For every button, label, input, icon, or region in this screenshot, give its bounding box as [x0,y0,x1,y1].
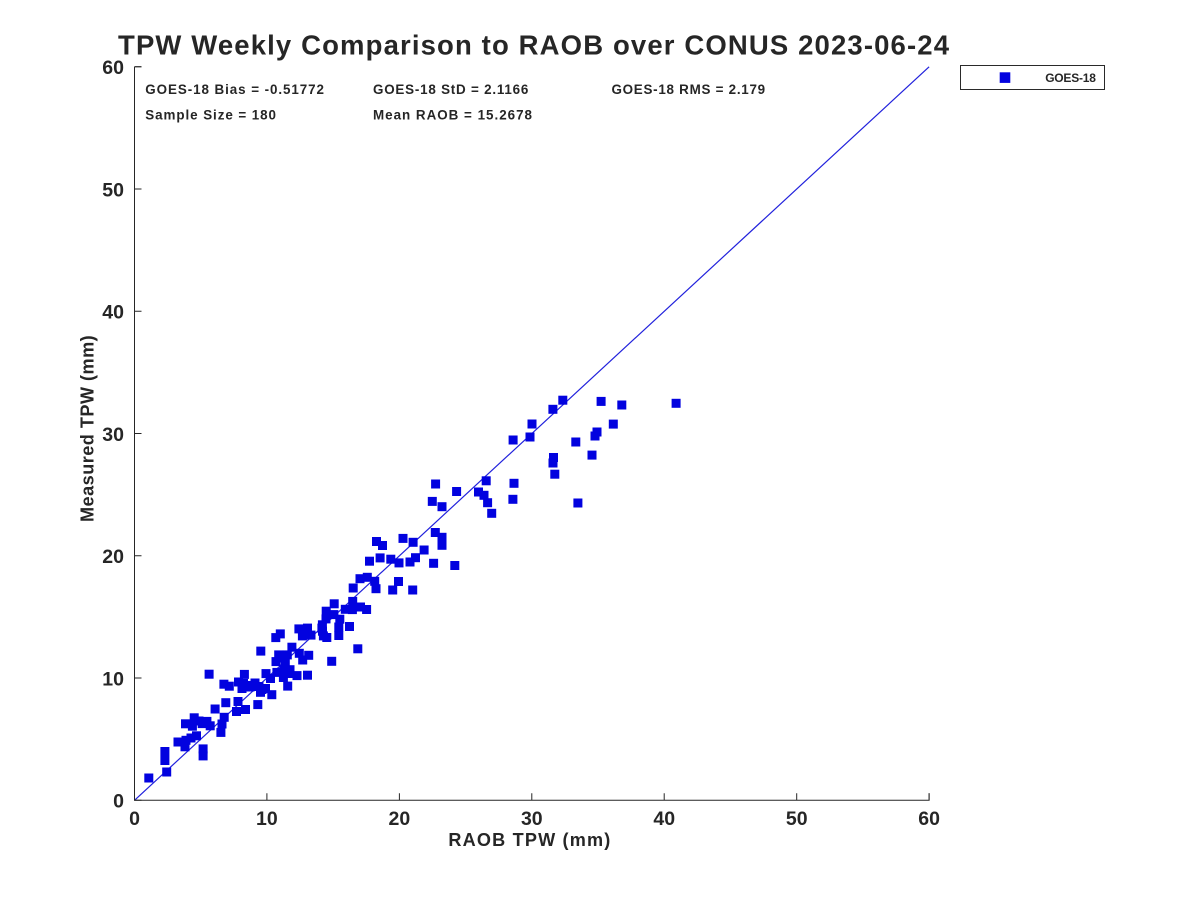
svg-text:Sample Size = 180: Sample Size = 180 [145,108,276,123]
svg-text:40: 40 [653,808,675,830]
svg-text:30: 30 [102,424,124,446]
svg-text:60: 60 [102,57,124,79]
svg-text:40: 40 [102,302,124,324]
svg-text:GOES-18: GOES-18 [1045,71,1096,85]
svg-text:GOES-18 Bias = -0.51772: GOES-18 Bias = -0.51772 [145,82,324,97]
svg-text:GOES-18 RMS = 2.179: GOES-18 RMS = 2.179 [612,82,766,97]
svg-text:10: 10 [256,808,278,830]
svg-text:0: 0 [113,791,124,813]
svg-text:TPW Weekly Comparison to RAOB: TPW Weekly Comparison to RAOB over CONUS… [118,30,950,61]
svg-text:0: 0 [129,808,140,830]
svg-text:30: 30 [521,808,543,830]
svg-text:50: 50 [786,808,808,830]
svg-text:RAOB TPW (mm): RAOB TPW (mm) [448,830,610,850]
svg-text:Measured TPW (mm): Measured TPW (mm) [78,335,98,522]
svg-text:10: 10 [102,668,124,690]
svg-text:60: 60 [918,808,940,830]
svg-text:20: 20 [102,546,124,568]
svg-text:20: 20 [389,808,411,830]
svg-text:Mean RAOB = 15.2678: Mean RAOB = 15.2678 [373,108,533,123]
svg-text:50: 50 [102,179,124,201]
svg-text:GOES-18 StD = 2.1166: GOES-18 StD = 2.1166 [373,82,528,97]
